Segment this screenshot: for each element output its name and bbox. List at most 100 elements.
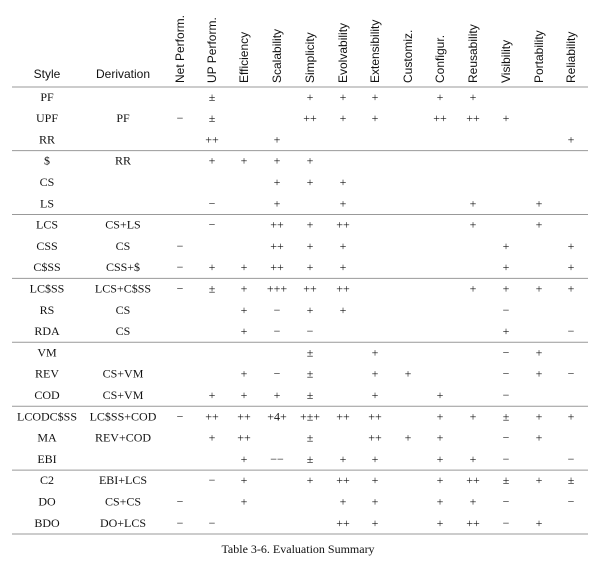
cell: CSS — [36, 239, 57, 253]
column-header: Net Perform. — [173, 15, 187, 83]
cell: + — [470, 90, 477, 104]
cell: + — [372, 473, 379, 487]
cell: ++ — [237, 431, 251, 445]
cell: ++ — [205, 132, 219, 146]
column-header: Simplicity — [303, 32, 317, 83]
cell: + — [536, 431, 543, 445]
cell: + — [307, 154, 314, 168]
cell: − — [503, 516, 510, 530]
cell: CS — [116, 324, 131, 338]
cell: UPF — [36, 111, 58, 125]
cell: + — [372, 516, 379, 530]
cell: ± — [307, 431, 314, 445]
cell: LCS — [36, 218, 58, 232]
cell: CS+CS — [105, 494, 141, 508]
cell: − — [503, 388, 510, 402]
cell: −− — [270, 452, 284, 466]
cell: ± — [307, 367, 314, 381]
cell: REV+COD — [95, 431, 151, 445]
cell: ± — [209, 111, 216, 125]
cell: + — [209, 431, 216, 445]
cell: − — [177, 239, 184, 253]
cell: + — [568, 132, 575, 146]
cell: + — [437, 494, 444, 508]
cell: − — [209, 516, 216, 530]
cell: + — [568, 239, 575, 253]
cell: LCODC$SS — [17, 409, 77, 423]
cell: C$SS — [33, 260, 60, 274]
cell: ± — [503, 473, 510, 487]
cell: VM — [37, 345, 57, 359]
cell: − — [177, 494, 184, 508]
cell: − — [177, 111, 184, 125]
cell: + — [470, 196, 477, 210]
cell: + — [340, 239, 347, 253]
cell: ++ — [466, 111, 480, 125]
caption: Table 3-6. Evaluation Summary — [221, 542, 374, 556]
column-header: Scalability — [270, 29, 284, 83]
cell: DO — [38, 494, 56, 508]
cell: − — [503, 367, 510, 381]
cell: $ — [44, 154, 50, 168]
cell: ± — [503, 409, 510, 423]
cell: + — [470, 409, 477, 423]
cell: + — [372, 388, 379, 402]
cell: BDO — [34, 516, 60, 530]
cell: + — [340, 303, 347, 317]
column-header: Efficiency — [237, 32, 251, 83]
cell: + — [274, 196, 281, 210]
cell: + — [241, 303, 248, 317]
cell: + — [568, 260, 575, 274]
cell: RS — [40, 303, 55, 317]
cell: ++ — [336, 218, 350, 232]
cell: − — [209, 473, 216, 487]
cell: ++ — [303, 111, 317, 125]
cell: + — [372, 345, 379, 359]
cell: + — [536, 409, 543, 423]
column-header: Visibility — [499, 40, 513, 83]
cell: ± — [307, 388, 314, 402]
cell: ++ — [270, 218, 284, 232]
cell: +±+ — [300, 409, 320, 423]
cell: + — [372, 111, 379, 125]
cell: + — [437, 431, 444, 445]
cell: + — [405, 431, 412, 445]
cell: + — [568, 281, 575, 295]
cell: + — [437, 473, 444, 487]
cell: RR — [39, 132, 55, 146]
cell: CS+VM — [103, 367, 144, 381]
cell: + — [536, 281, 543, 295]
cell: LC$SS — [30, 281, 65, 295]
cell: + — [340, 452, 347, 466]
cell: ± — [209, 281, 216, 295]
cell: − — [503, 345, 510, 359]
cell: CS — [40, 175, 55, 189]
cell: + — [503, 111, 510, 125]
cell: + — [241, 452, 248, 466]
cell: − — [503, 303, 510, 317]
cell: + — [536, 473, 543, 487]
cell: − — [274, 324, 281, 338]
cell: + — [241, 281, 248, 295]
column-header: Style — [34, 67, 61, 81]
cell: − — [568, 494, 575, 508]
column-header: Reliability — [564, 32, 578, 83]
cell: CS+VM — [103, 388, 144, 402]
cell: ++ — [336, 409, 350, 423]
cell: + — [340, 260, 347, 274]
cell: + — [372, 494, 379, 508]
cell: REV — [35, 367, 59, 381]
cell: − — [503, 431, 510, 445]
cell: + — [340, 494, 347, 508]
cell: − — [274, 367, 281, 381]
cell: + — [536, 345, 543, 359]
cell: ± — [307, 452, 314, 466]
column-header: Reusability — [466, 24, 480, 83]
cell: − — [177, 516, 184, 530]
column-header: Derivation — [96, 67, 150, 81]
cell: + — [307, 175, 314, 189]
cell: + — [209, 154, 216, 168]
cell: + — [437, 452, 444, 466]
cell: ++ — [205, 409, 219, 423]
